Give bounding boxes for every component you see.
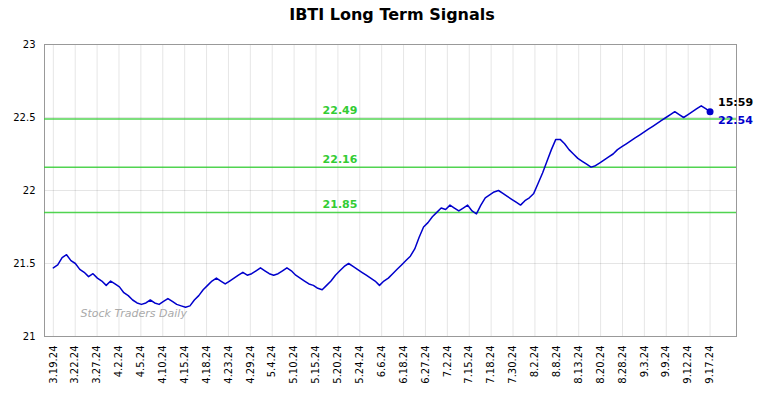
svg-text:23: 23 [23, 39, 36, 50]
svg-text:4.23.24: 4.23.24 [223, 346, 234, 384]
svg-text:5.10.24: 5.10.24 [288, 346, 299, 384]
svg-text:4.10.24: 4.10.24 [157, 346, 168, 384]
svg-text:4.5.24: 4.5.24 [135, 346, 146, 378]
svg-text:5.15.24: 5.15.24 [310, 346, 321, 384]
svg-text:21.5: 21.5 [13, 258, 35, 269]
svg-text:5.4.24: 5.4.24 [266, 346, 277, 378]
svg-text:Stock Traders Daily: Stock Traders Daily [81, 307, 188, 320]
svg-text:8.28.24: 8.28.24 [617, 346, 628, 384]
svg-text:4.2.24: 4.2.24 [113, 346, 124, 378]
svg-text:8.13.24: 8.13.24 [573, 346, 584, 384]
svg-text:9.17.24: 9.17.24 [704, 346, 715, 384]
html-text:IBTI Long Term Signals: IBTI Long Term Signals [289, 5, 495, 24]
svg-text:15:59: 15:59 [718, 96, 753, 109]
svg-text:9.3.24: 9.3.24 [639, 346, 650, 378]
svg-text:7.18.24: 7.18.24 [485, 346, 496, 384]
svg-text:22.5: 22.5 [13, 112, 35, 123]
svg-text:3.22.24: 3.22.24 [69, 346, 80, 384]
svg-text:3.27.24: 3.27.24 [91, 346, 102, 384]
svg-text:8.8.24: 8.8.24 [551, 346, 562, 378]
svg-text:21: 21 [23, 331, 36, 342]
svg-text:6.27.24: 6.27.24 [420, 346, 431, 384]
svg-text:5.20.24: 5.20.24 [332, 346, 343, 384]
svg-text:6.6.24: 6.6.24 [376, 346, 387, 378]
svg-text:5.24.24: 5.24.24 [354, 346, 365, 384]
svg-text:3.19.24: 3.19.24 [48, 346, 59, 384]
svg-text:22.16: 22.16 [323, 153, 358, 166]
svg-text:22: 22 [23, 185, 36, 196]
svg-text:4.18.24: 4.18.24 [201, 346, 212, 384]
svg-text:6.18.24: 6.18.24 [398, 346, 409, 384]
svg-text:7.2.24: 7.2.24 [442, 346, 453, 378]
svg-text:7.15.24: 7.15.24 [463, 346, 474, 384]
svg-text:8.2.24: 8.2.24 [529, 346, 540, 378]
svg-text:8.20.24: 8.20.24 [595, 346, 606, 384]
svg-text:7.30.24: 7.30.24 [507, 346, 518, 384]
svg-text:4.29.24: 4.29.24 [245, 346, 256, 384]
svg-text:22.49: 22.49 [323, 104, 358, 117]
svg-text:22.54: 22.54 [718, 114, 753, 127]
svg-text:9.9.24: 9.9.24 [660, 346, 671, 378]
svg-text:4.15.24: 4.15.24 [179, 346, 190, 384]
svg-text:9.12.24: 9.12.24 [682, 346, 693, 384]
svg-text:21.85: 21.85 [323, 198, 358, 211]
